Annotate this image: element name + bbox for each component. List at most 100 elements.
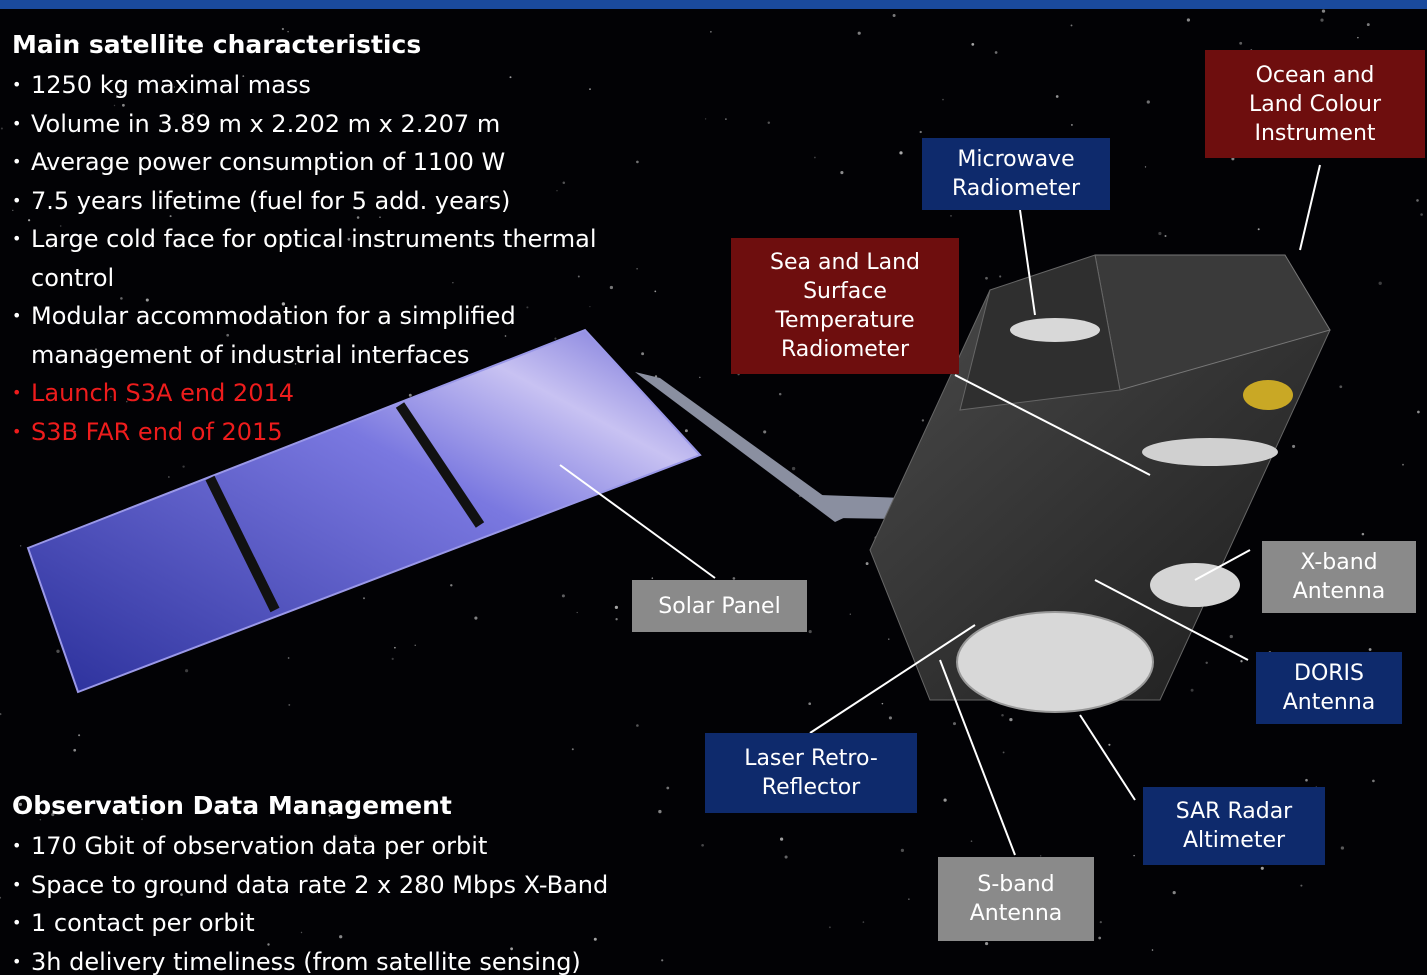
star	[792, 467, 795, 470]
star	[1100, 921, 1102, 923]
label-line: SAR Radar	[1143, 797, 1325, 826]
star	[73, 749, 76, 752]
star	[1, 127, 3, 129]
star	[1003, 751, 1005, 753]
star	[985, 942, 988, 945]
label-line: Microwave	[922, 145, 1110, 174]
label-line: Antenna	[938, 899, 1094, 928]
star	[1191, 689, 1194, 692]
star	[1258, 228, 1260, 230]
label-line: Altimeter	[1143, 826, 1325, 855]
star	[1261, 867, 1264, 870]
star	[56, 650, 59, 653]
star	[950, 215, 952, 217]
star	[0, 713, 1, 715]
label-line: Radiometer	[731, 335, 959, 364]
label-line: Solar Panel	[632, 592, 807, 621]
label-line: X-band	[1262, 548, 1416, 577]
star	[1001, 714, 1004, 717]
star	[899, 151, 902, 154]
star	[944, 799, 947, 802]
star	[1158, 232, 1161, 235]
bullet: 7.5 years lifetime (fuel for 5 add. year…	[12, 182, 602, 221]
star	[1056, 95, 1059, 98]
star	[572, 748, 574, 750]
star	[610, 286, 613, 289]
star	[1362, 533, 1365, 536]
label-line: Reflector	[705, 773, 917, 802]
star	[1071, 124, 1073, 126]
star	[763, 430, 766, 433]
label-line: Sea and Land	[731, 248, 959, 277]
star	[394, 647, 396, 649]
star	[1173, 891, 1176, 894]
star	[1187, 18, 1190, 21]
label-line: DORIS	[1256, 659, 1402, 688]
star	[1009, 718, 1012, 721]
star	[908, 898, 909, 899]
star	[888, 638, 889, 639]
characteristics: Main satellite characteristics 1250 kg m…	[12, 28, 602, 451]
star	[450, 584, 452, 586]
star	[288, 704, 290, 706]
star	[858, 32, 861, 35]
star	[1372, 780, 1375, 783]
star	[850, 614, 851, 615]
star	[636, 724, 639, 727]
star	[78, 734, 80, 736]
star	[641, 352, 644, 355]
star	[920, 131, 922, 133]
star	[971, 43, 974, 46]
component-label: Laser Retro-Reflector	[705, 733, 917, 813]
star	[1420, 213, 1423, 216]
star	[1205, 662, 1207, 664]
star	[710, 31, 711, 32]
star	[699, 377, 701, 379]
star	[415, 645, 416, 646]
star	[882, 703, 884, 705]
component-label: Solar Panel	[632, 580, 807, 632]
star	[1417, 411, 1420, 414]
star	[1339, 385, 1342, 388]
star	[953, 722, 956, 725]
star	[1230, 635, 1233, 638]
star	[288, 657, 290, 659]
star	[636, 161, 639, 164]
star	[901, 849, 904, 852]
star	[829, 926, 831, 928]
bullet: 170 Gbit of observation data per orbit	[12, 827, 712, 866]
star	[1320, 19, 1323, 22]
star	[654, 291, 656, 293]
star	[768, 122, 770, 124]
section-title: Observation Data Management	[12, 789, 712, 823]
star	[1152, 949, 1154, 951]
star	[889, 716, 892, 719]
component-label: Sea and LandSurfaceTemperatureRadiometer	[731, 238, 959, 374]
star	[577, 612, 578, 613]
star	[780, 837, 783, 840]
star	[1341, 846, 1344, 849]
bullet: S3B FAR end of 2015	[12, 413, 602, 452]
star	[863, 921, 865, 923]
star	[652, 577, 654, 579]
star	[636, 268, 638, 270]
star	[942, 99, 944, 101]
bullet-list: 1250 kg maximal mass Volume in 3.89 m x …	[12, 66, 602, 451]
label-line: Ocean and	[1205, 61, 1425, 90]
star	[182, 465, 184, 467]
star	[474, 617, 477, 620]
star	[1145, 166, 1146, 167]
bullet: Space to ground data rate 2 x 280 Mbps X…	[12, 866, 712, 905]
star	[685, 429, 688, 432]
star	[1098, 937, 1101, 940]
star	[779, 393, 782, 396]
star	[20, 545, 21, 546]
star	[705, 118, 706, 119]
star	[808, 702, 811, 705]
bullet-list: 170 Gbit of observation data per orbit S…	[12, 827, 712, 975]
section-title: Main satellite characteristics	[12, 28, 602, 62]
